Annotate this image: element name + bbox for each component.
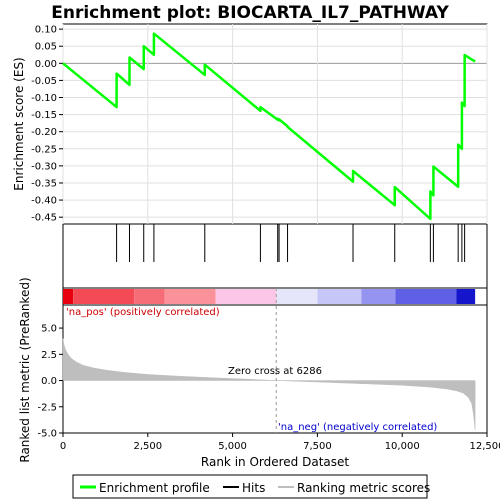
metric-y-axis-label: Ranked list metric (PreRanked) xyxy=(18,277,32,462)
legend-label-enrichment-profile: Enrichment profile xyxy=(99,481,210,495)
positive-correlation-label: 'na_pos' (positively correlated) xyxy=(66,307,220,318)
zero-cross-label: Zero cross at 6286 xyxy=(228,366,322,377)
x-tick-label: 12,500 xyxy=(470,441,500,452)
es-y-tick-label: -0.15 xyxy=(31,110,57,121)
es-y-tick-label: -0.05 xyxy=(31,76,57,87)
negative-correlation-label: 'na_neg' (negatively correlated) xyxy=(278,422,437,433)
ranking-bar-segment xyxy=(215,289,277,304)
ranking-metric-series xyxy=(62,338,476,430)
legend-label-ranking-metric: Ranking metric scores xyxy=(297,481,430,495)
metric-y-tick-label: -5.0 xyxy=(37,429,57,440)
hit-markers xyxy=(116,224,466,262)
hits-panel-frame xyxy=(62,223,488,289)
x-axis-label: Rank in Ordered Dataset xyxy=(201,455,349,469)
es-y-tick-label: -0.40 xyxy=(31,196,57,207)
x-axis-ticks: 0 2,500 5,000 7,500 10,000 12,500 xyxy=(60,433,500,452)
ranking-bar-segment xyxy=(134,289,165,304)
es-y-axis-label: Enrichment score (ES) xyxy=(12,57,26,190)
metric-y-axis-ticks: 5.0 2.5 0.0 -2.5 -5.0 xyxy=(37,324,63,440)
es-y-tick-label: -0.45 xyxy=(31,213,57,224)
ranking-bar-segment xyxy=(73,289,135,304)
metric-y-tick-label: -2.5 xyxy=(37,402,57,413)
enrichment-profile-line xyxy=(62,32,476,221)
es-y-tick-label: 0.10 xyxy=(35,25,57,36)
metric-y-tick-label: 2.5 xyxy=(41,350,57,361)
es-y-tick-label: -0.30 xyxy=(31,161,57,172)
x-tick-label: 5,000 xyxy=(218,441,247,452)
ranking-bar-segment xyxy=(164,289,216,304)
es-gridlines xyxy=(62,24,488,224)
x-tick-label: 0 xyxy=(60,441,66,452)
ranking-bar-segment xyxy=(456,289,476,304)
metric-y-tick-label: 5.0 xyxy=(41,324,57,335)
x-tick-label: 10,000 xyxy=(385,441,420,452)
x-tick-label: 7,500 xyxy=(303,441,332,452)
legend-box xyxy=(72,474,428,499)
es-y-axis-ticks: 0.10 0.05 0.00 -0.05 -0.10 -0.15 -0.20 -0.25 -0.… xyxy=(31,25,63,224)
ranking-metric-area xyxy=(62,288,476,433)
ranking-bar-segment xyxy=(395,289,457,304)
ranking-bar-segment xyxy=(276,289,318,304)
ranking-bar-segment xyxy=(63,289,74,304)
es-y-tick-label: -0.35 xyxy=(31,178,57,189)
es-y-tick-label: 0.05 xyxy=(35,42,57,53)
chart-title: Enrichment plot: BIOCARTA_IL7_PATHWAY xyxy=(51,3,449,23)
metric-y-tick-label: 0.0 xyxy=(41,376,57,387)
legend-label-hits: Hits xyxy=(242,481,265,495)
es-y-tick-label: -0.20 xyxy=(31,127,57,138)
enrichment-profile-series xyxy=(62,32,476,221)
es-y-tick-label: -0.10 xyxy=(31,93,57,104)
ranking-color-bar xyxy=(63,289,476,304)
ranking-bar-segment xyxy=(317,289,362,304)
es-panel-frame xyxy=(62,23,488,225)
ranking-bar-segment xyxy=(361,289,396,304)
x-tick-label: 2,500 xyxy=(133,441,162,452)
es-y-tick-label: -0.25 xyxy=(31,144,57,155)
es-y-tick-label: 0.00 xyxy=(35,59,57,70)
